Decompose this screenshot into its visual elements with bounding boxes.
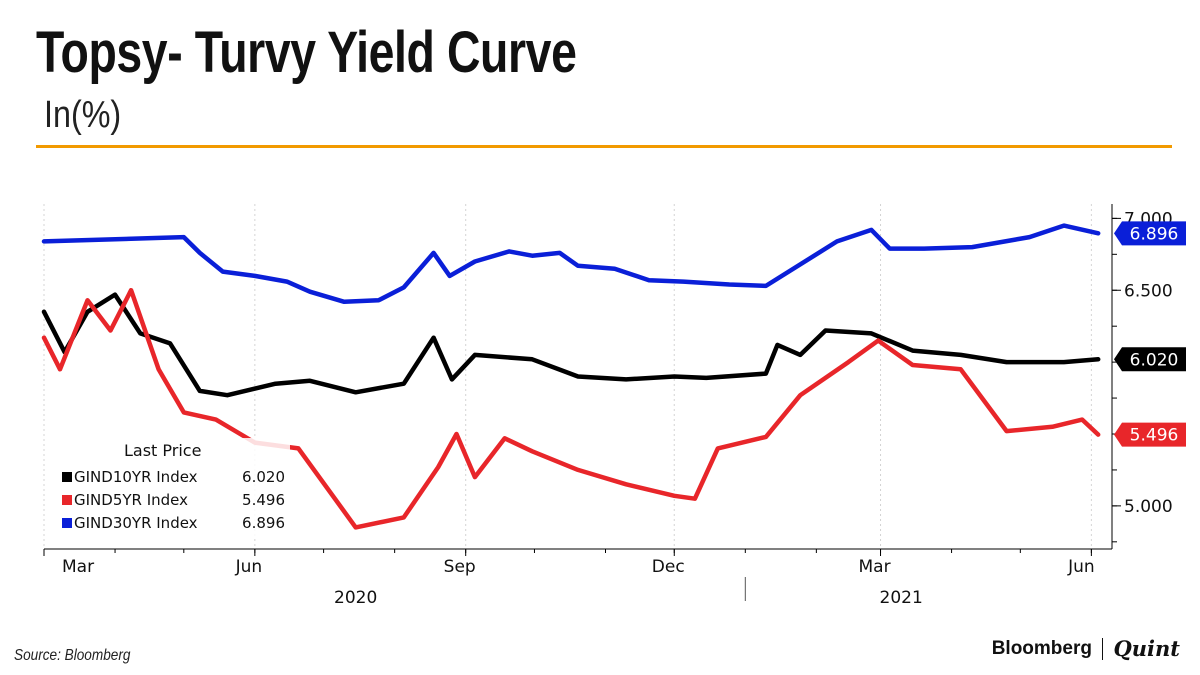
page-title: Topsy- Turvy Yield Curve xyxy=(36,20,577,85)
legend-value: 5.496 xyxy=(242,491,285,509)
price-tag-label: 6.020 xyxy=(1130,350,1179,370)
price-tag-shape xyxy=(1114,347,1186,372)
title-rule xyxy=(36,145,1172,148)
chart-lines xyxy=(41,223,1101,530)
last-price-tag: 6.896 xyxy=(1114,221,1186,246)
x-year-label: 2020 xyxy=(334,588,377,608)
y-tick-label: 5.000 xyxy=(1124,497,1173,517)
y-tick-label: 6.500 xyxy=(1124,281,1173,301)
x-tick-label: Sep xyxy=(444,557,476,577)
legend-entry-5yr: GIND5YR Index 5.496 xyxy=(62,491,285,509)
legend-label: GIND10YR Index xyxy=(74,468,198,486)
price-tag-shape xyxy=(1114,221,1186,246)
legend-swatch xyxy=(62,495,72,505)
price-tag-shape xyxy=(1114,422,1186,447)
brand-primary: Bloomberg xyxy=(991,637,1092,659)
x-tick-label: Dec xyxy=(652,557,685,577)
source-note: Source: Bloomberg xyxy=(14,647,131,664)
legend-swatch xyxy=(62,472,72,482)
legend-value: 6.020 xyxy=(242,468,285,486)
legend-background xyxy=(58,438,290,538)
x-year-label: 2021 xyxy=(880,588,923,608)
price-tag-label: 6.896 xyxy=(1130,224,1179,244)
series-line xyxy=(41,292,1101,398)
price-tag-label: 5.496 xyxy=(1130,426,1179,446)
x-tick-label: Mar xyxy=(62,557,94,577)
series-line xyxy=(41,287,1101,530)
legend-title: Last Price xyxy=(124,441,201,460)
legend-entry-30yr: GIND30YR Index 6.896 xyxy=(62,514,285,532)
legend-swatch xyxy=(62,518,72,528)
page-subtitle: In(%) xyxy=(44,94,122,136)
legend-label: GIND5YR Index xyxy=(74,491,188,509)
x-tick-label: Jun xyxy=(1067,557,1095,577)
last-price-tag: 5.496 xyxy=(1114,422,1186,447)
legend: Last Price GIND10YR Index 6.020 GIND5YR … xyxy=(58,438,290,538)
last-price-tags: 6.896 6.020 5.496 xyxy=(1114,221,1186,447)
legend-label: GIND30YR Index xyxy=(74,514,198,532)
brand-divider xyxy=(1101,637,1104,660)
legend-value: 6.896 xyxy=(242,514,285,532)
x-tick-label: Jun xyxy=(235,557,263,577)
x-axis-ticks: Mar Jun Sep Dec Mar Jun 2020 2021 xyxy=(43,549,1095,608)
brand-secondary: Quint xyxy=(1113,636,1180,661)
series-line xyxy=(41,223,1101,305)
x-tick-label: Mar xyxy=(858,557,890,577)
legend-entry-10yr: GIND10YR Index 6.020 xyxy=(62,468,285,486)
last-price-tag: 6.020 xyxy=(1114,347,1186,372)
brand-logo: Bloomberg Quint xyxy=(992,636,1180,661)
